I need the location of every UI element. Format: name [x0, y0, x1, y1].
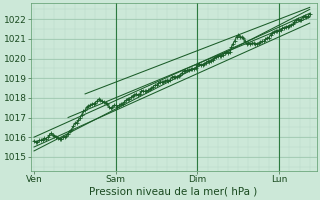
X-axis label: Pression niveau de la mer( hPa ): Pression niveau de la mer( hPa ) [90, 187, 258, 197]
